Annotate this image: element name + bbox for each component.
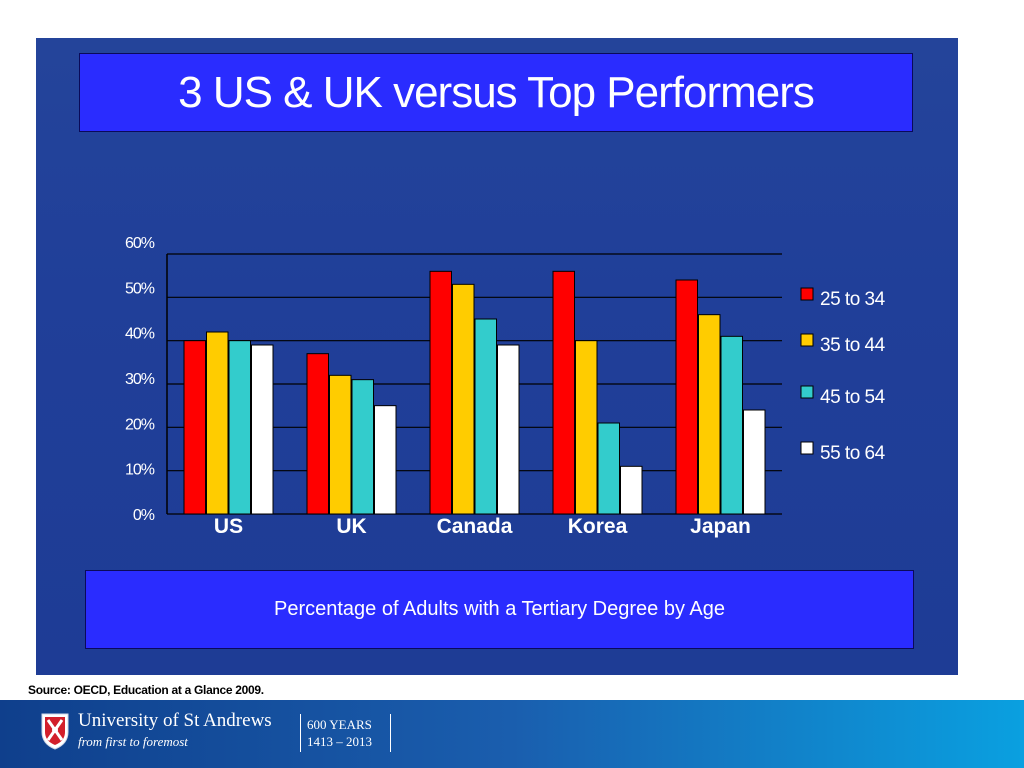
bar-canada-25-to-34 (429, 270, 452, 515)
bar-uk-45-to-54 (351, 379, 374, 515)
legend-label: 45 to 54 (820, 387, 886, 408)
source-note: Source: OECD, Education at a Glance 2009… (28, 683, 264, 697)
legend-label: 25 to 34 (820, 289, 886, 310)
legend-label: 55 to 64 (820, 443, 886, 464)
legend-label: 35 to 44 (820, 335, 886, 356)
university-name: University of St Andrews (78, 710, 272, 731)
legend-swatch (800, 333, 814, 347)
slide-title: 3 US & UK versus Top Performers (178, 67, 815, 117)
caption-box: Percentage of Adults with a Tertiary Deg… (85, 570, 914, 649)
footer-bar: University of St Andrews from first to f… (0, 700, 1024, 768)
bar-canada-55-to-64 (497, 344, 520, 515)
bar-korea-35-to-44 (575, 340, 598, 515)
x-category-label: Canada (437, 515, 513, 538)
footer-divider (300, 714, 301, 752)
x-category-label: UK (336, 515, 366, 538)
bar-uk-25-to-34 (306, 353, 329, 515)
y-tick-label: 50% (125, 280, 155, 297)
footer-divider (390, 714, 391, 752)
bar-japan-45-to-54 (720, 335, 743, 515)
bar-uk-55-to-64 (374, 405, 397, 515)
bar-canada-45-to-54 (474, 318, 497, 515)
chart-caption: Percentage of Adults with a Tertiary Deg… (273, 598, 725, 620)
bar-us-55-to-64 (251, 344, 274, 515)
legend-swatch (800, 385, 814, 399)
bar-us-45-to-54 (228, 340, 251, 515)
bar-japan-35-to-44 (698, 314, 721, 515)
y-tick-label: 0% (133, 507, 155, 524)
x-category-label: Japan (690, 515, 751, 538)
bar-korea-25-to-34 (552, 270, 575, 515)
university-tagline: from first to foremost (78, 734, 188, 749)
university-crest-icon (41, 713, 69, 750)
bar-korea-45-to-54 (597, 422, 620, 515)
bar-uk-35-to-44 (329, 374, 352, 515)
x-category-label: US (214, 515, 243, 538)
y-tick-label: 60% (125, 235, 155, 252)
anniversary-years: 1413 – 2013 (307, 734, 372, 749)
anniversary-label: 600 YEARS (307, 717, 372, 732)
y-tick-label: 30% (125, 371, 155, 388)
bar-japan-25-to-34 (675, 279, 698, 515)
x-category-label: Korea (568, 515, 628, 538)
legend-swatch (800, 287, 814, 301)
bar-korea-55-to-64 (620, 465, 643, 515)
bar-canada-35-to-44 (452, 283, 475, 515)
bar-us-35-to-44 (206, 331, 229, 515)
title-box: 3 US & UK versus Top Performers (79, 53, 913, 132)
y-tick-label: 20% (125, 416, 155, 433)
y-tick-label: 40% (125, 326, 155, 343)
legend-swatch (800, 441, 814, 455)
bar-us-25-to-34 (183, 340, 206, 515)
anniversary-block: 600 YEARS 1413 – 2013 (307, 716, 372, 750)
y-tick-label: 10% (125, 462, 155, 479)
bar-japan-55-to-64 (743, 409, 766, 515)
